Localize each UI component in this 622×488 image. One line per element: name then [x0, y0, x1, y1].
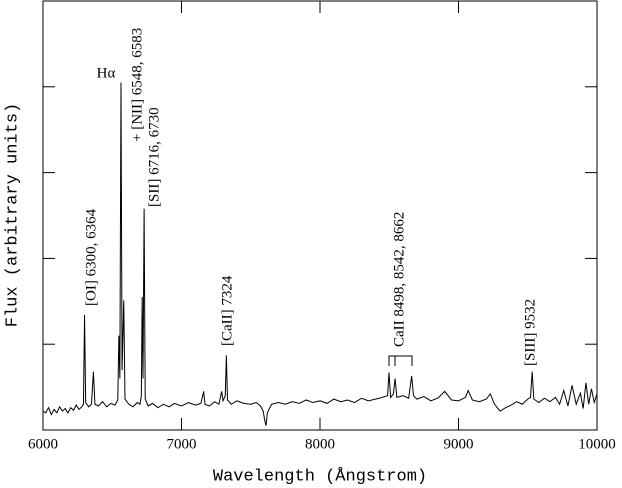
annotation: + [NII] 6548, 6583 — [129, 28, 145, 142]
annotation: CaII 8498, 8542, 8662 — [391, 212, 407, 347]
x-tick-label: 6000 — [28, 436, 58, 452]
x-tick-label: 8000 — [305, 436, 335, 452]
x-tick-label: 7000 — [167, 436, 197, 452]
x-tick-label: 10000 — [578, 436, 616, 452]
x-axis-label: Wavelength (Ångstrom) — [213, 467, 427, 486]
annotation: [SII] 6716, 6730 — [146, 107, 162, 207]
x-tick-label: 9000 — [444, 436, 474, 452]
spectrum-line — [42, 82, 598, 426]
annotation: [OI] 6300, 6364 — [83, 208, 99, 306]
annotation: [SIII] 9532 — [522, 299, 538, 366]
plot-frame — [42, 0, 598, 431]
annotation: Hα — [97, 65, 116, 81]
caii-bracket — [388, 355, 413, 366]
bracket — [388, 355, 413, 366]
annotation: [CaII] 7324 — [219, 275, 235, 346]
y-axis-label: Flux (arbitrary units) — [3, 103, 22, 327]
